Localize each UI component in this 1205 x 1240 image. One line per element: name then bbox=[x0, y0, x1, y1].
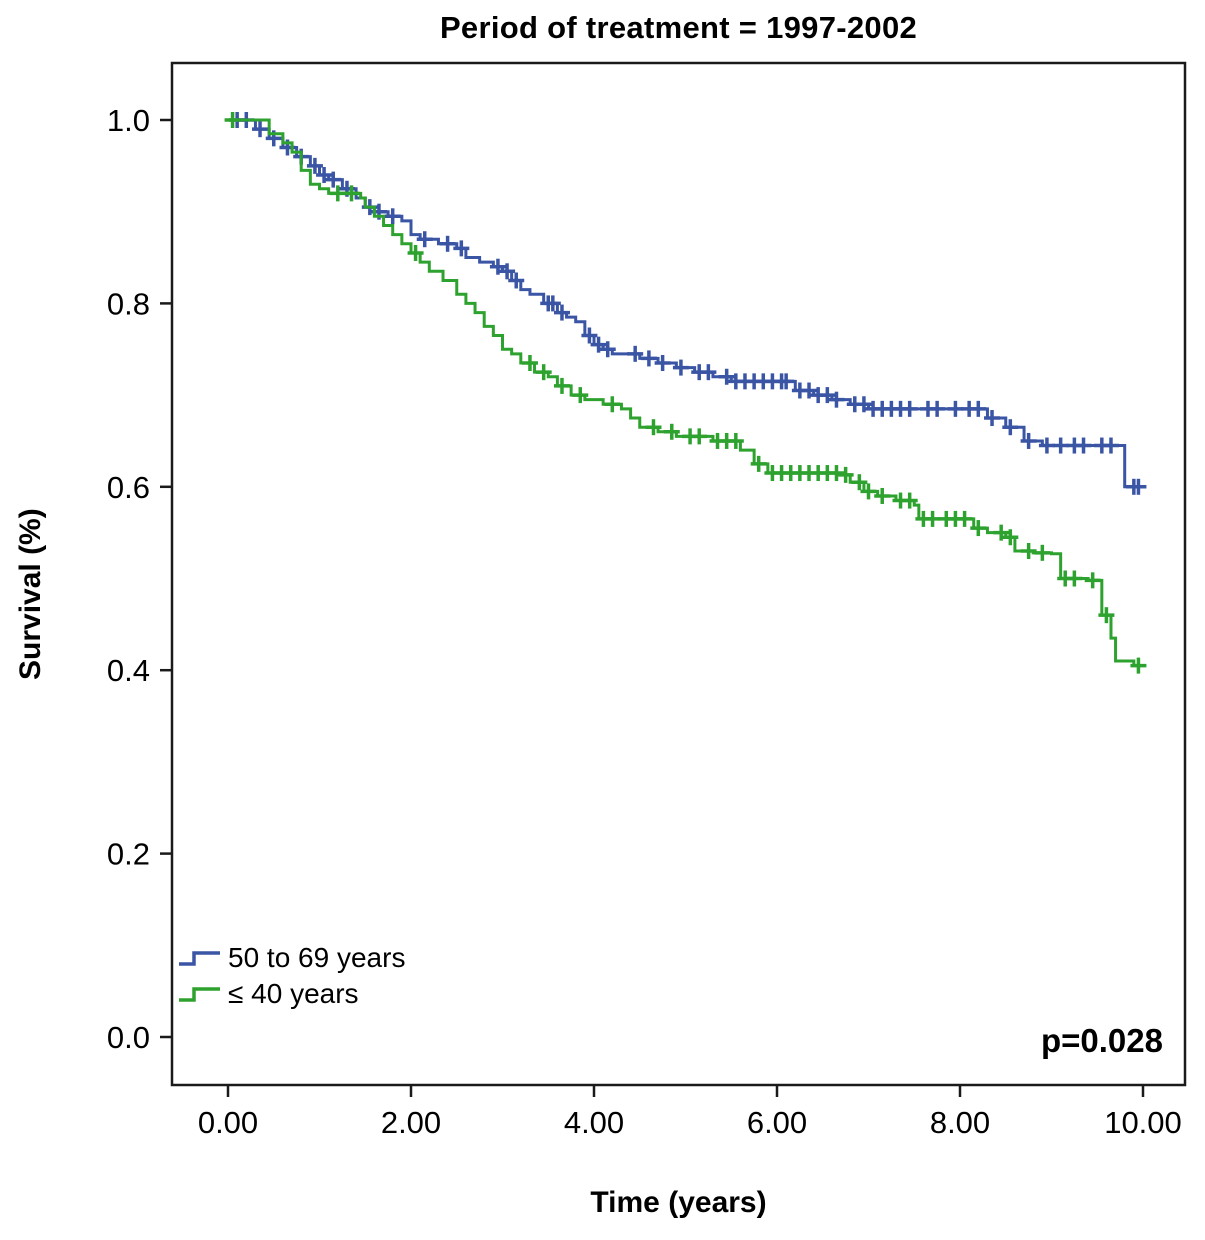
svg-text:1.0: 1.0 bbox=[107, 103, 150, 138]
legend-label-50-69: 50 to 69 years bbox=[228, 942, 406, 973]
x-axis-label: Time (years) bbox=[590, 1186, 767, 1219]
legend-step-glyph-blue bbox=[179, 951, 220, 966]
svg-text:4.00: 4.00 bbox=[564, 1105, 624, 1140]
svg-text:2.00: 2.00 bbox=[381, 1105, 441, 1140]
chart-title: Period of treatment = 1997-2002 bbox=[439, 10, 918, 45]
svg-text:0.4: 0.4 bbox=[107, 653, 150, 688]
svg-text:0.0: 0.0 bbox=[107, 1020, 150, 1055]
legend: 50 to 69 years ≤ 40 years bbox=[176, 942, 405, 1010]
svg-text:0.6: 0.6 bbox=[107, 470, 150, 505]
legend-item-50-69: 50 to 69 years bbox=[176, 942, 405, 974]
p-value-annotation: p=0.028 bbox=[1040, 1022, 1163, 1059]
svg-text:8.00: 8.00 bbox=[930, 1105, 990, 1140]
legend-item-under-40: ≤ 40 years bbox=[176, 978, 405, 1010]
svg-text:0.2: 0.2 bbox=[107, 837, 150, 872]
legend-step-glyph-green bbox=[179, 987, 220, 1002]
svg-text:6.00: 6.00 bbox=[747, 1105, 807, 1140]
svg-text:10.00: 10.00 bbox=[1104, 1105, 1182, 1140]
svg-text:0.00: 0.00 bbox=[198, 1105, 258, 1140]
svg-text:0.8: 0.8 bbox=[107, 286, 150, 321]
legend-label-under-40: ≤ 40 years bbox=[228, 978, 359, 1009]
